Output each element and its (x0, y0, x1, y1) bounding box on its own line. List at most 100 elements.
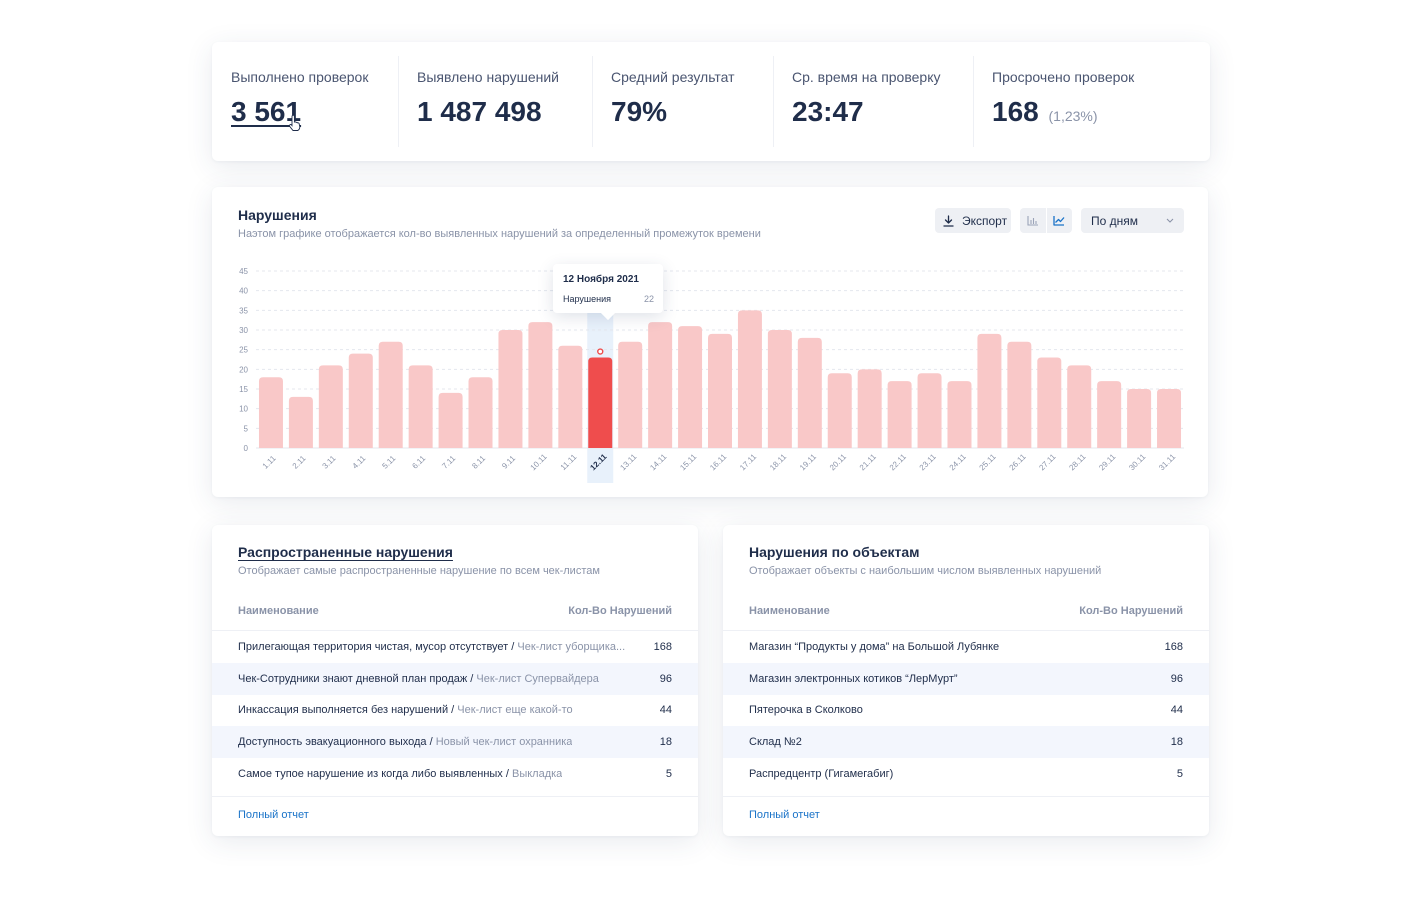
bar (1007, 341, 1032, 448)
x-tick-label: 29.11 (1097, 452, 1117, 472)
kpi-value-note: (1,23%) (1048, 108, 1098, 124)
x-tick-label: 3.11 (321, 453, 338, 470)
bar (678, 326, 703, 448)
table-row[interactable]: Пятерочка в Сколково 44 (723, 695, 1209, 727)
column-name-header[interactable]: Наименование (749, 605, 830, 617)
line-chart-toggle[interactable] (1047, 208, 1073, 233)
line-chart-icon (1053, 216, 1065, 226)
period-value: По дням (1091, 213, 1139, 228)
x-tick-label: 4.11 (351, 453, 368, 470)
table-row[interactable]: Доступность эвакуационного выхода / Новы… (212, 726, 698, 759)
table-header: Наименование Кол-Во Нарушений (749, 605, 1183, 617)
kpi-violations-found: Выявлено нарушений 1 487 498 (398, 42, 592, 161)
bar (468, 377, 493, 448)
column-count-header[interactable]: Кол-Во Нарушений (1079, 605, 1183, 617)
row-count: 44 (659, 704, 672, 717)
kpi-average-time: Ср. время на проверку 23:47 (773, 42, 973, 161)
violations-by-object-title: Нарушения по объектам (749, 544, 920, 560)
bar (438, 392, 463, 448)
y-tick-label: 5 (244, 424, 249, 433)
table-row[interactable]: Прилегающая территория чистая, мусор отс… (212, 631, 698, 663)
bar-chart-icon (1027, 216, 1038, 226)
chart-type-toggle (1020, 208, 1072, 233)
bar-chart-toggle[interactable] (1020, 208, 1046, 233)
x-tick-label: 8.11 (470, 453, 487, 470)
y-tick-label: 20 (239, 365, 248, 374)
checklist-name: Новый чек-лист охранника (435, 736, 573, 749)
bar (708, 333, 732, 448)
row-name: Инкассация выполняется без нарушений / Ч… (238, 704, 573, 716)
x-tick-label: 16.11 (708, 452, 728, 472)
row-count: 5 (665, 768, 672, 781)
common-violations-table: Прилегающая территория чистая, мусор отс… (212, 630, 698, 790)
row-name: Чек-Сотрудники знают дневной план продаж… (238, 673, 599, 685)
y-tick-label: 35 (239, 306, 248, 315)
x-tick-label: 20.11 (828, 452, 848, 472)
kpi-label: Средний результат (611, 69, 735, 85)
bar (558, 345, 583, 448)
table-header: Наименование Кол-Во Нарушений (238, 605, 672, 617)
x-tick-label: 5.11 (380, 453, 397, 470)
bar (288, 396, 313, 448)
x-tick-label: 22.11 (888, 452, 908, 472)
x-tick-label: 27.11 (1037, 452, 1057, 472)
kpi-value-link[interactable]: 3 561 (231, 96, 302, 127)
bar-highlighted (588, 357, 613, 448)
table-footer-divider (212, 796, 698, 797)
row-count: 168 (653, 640, 672, 653)
row-count: 96 (659, 672, 672, 685)
table-row[interactable]: Магазин “Продукты у дома” на Большой Луб… (723, 631, 1209, 663)
table-row[interactable]: Самое тупое нарушение из когда либо выяв… (212, 758, 698, 790)
bar-chart: 0 5 10 15 20 25 30 35 40 45 1.11 2.11 3.11 4.11 5.11 6.… (239, 267, 1184, 483)
table-footer-divider (723, 796, 1209, 797)
x-tick-label: 13.11 (618, 452, 638, 472)
bar (917, 373, 942, 448)
export-button[interactable]: Экспорт (935, 208, 1011, 233)
full-report-link[interactable]: Полный отчет (238, 809, 309, 821)
violation-name: Прилегающая территория чистая, мусор отс… (238, 640, 518, 653)
checklist-name: Чек-лист Супервайдера (476, 672, 599, 685)
common-violations-title[interactable]: Распространенные нарушения (238, 544, 453, 560)
bar (737, 310, 762, 448)
chart-tooltip: 12 Ноября 2021 Нарушения 22 (553, 264, 663, 313)
table-row[interactable]: Инкассация выполняется без нарушений / Ч… (212, 695, 698, 727)
y-tick-label: 45 (239, 267, 248, 276)
x-tick-label: 6.11 (410, 453, 427, 470)
column-count-header[interactable]: Кол-Во Нарушений (568, 605, 672, 617)
row-count: 168 (1164, 640, 1183, 653)
x-tick-label: 14.11 (648, 452, 668, 472)
x-tick-label: 17.11 (738, 452, 758, 472)
x-tick-label: 21.11 (858, 452, 878, 472)
kpi-card: Выполнено проверок 3 561 Выявлено наруше… (212, 42, 1210, 161)
table-row[interactable]: Чек-Сотрудники знают дневной план продаж… (212, 662, 698, 695)
checklist-name: Чек-лист еще какой-то (457, 704, 573, 717)
x-tick-label: 1.11 (261, 453, 278, 470)
violations-by-object-table: Магазин “Продукты у дома” на Большой Луб… (723, 630, 1209, 790)
kpi-average-result: Средний результат 79% (592, 42, 773, 161)
kpi-value: 1 487 498 (417, 96, 542, 127)
x-tick-label: 10.11 (529, 452, 549, 472)
x-tick-label: 30.11 (1127, 452, 1147, 472)
bar (378, 341, 403, 448)
bar (408, 365, 433, 448)
violation-name: Самое тупое нарушение из когда либо выяв… (238, 768, 512, 781)
kpi-overdue-checks: Просрочено проверок 168 (1,23%) (973, 42, 1210, 161)
kpi-value: 23:47 (792, 96, 864, 127)
violations-by-object-subtitle: Отображает объекты с наибольшим числом в… (749, 565, 1102, 577)
table-row[interactable]: Магазин электронных котиков “ЛерМурт” 96 (723, 662, 1209, 695)
violations-by-object-card: Нарушения по объектам Отображает объекты… (723, 525, 1209, 836)
period-select[interactable]: По дням (1081, 208, 1184, 233)
kpi-label: Просрочено проверок (992, 69, 1135, 85)
chevron-down-icon (1166, 218, 1174, 223)
full-report-link[interactable]: Полный отчет (749, 809, 820, 821)
violation-name: Инкассация выполняется без нарушений / (238, 704, 458, 717)
table-row[interactable]: Склад №2 18 (723, 726, 1209, 759)
kpi-label: Выполнено проверок (231, 69, 369, 85)
table-row[interactable]: Распредцентр (Гигамегабиг) 5 (723, 758, 1209, 790)
x-tick-label: 9.11 (500, 453, 517, 470)
row-name: Самое тупое нарушение из когда либо выяв… (238, 768, 562, 780)
column-name-header[interactable]: Наименование (238, 605, 319, 617)
x-tick-label: 19.11 (798, 452, 818, 472)
row-count: 5 (1176, 768, 1183, 781)
checklist-name: Чек-лист уборщика... (517, 640, 626, 653)
